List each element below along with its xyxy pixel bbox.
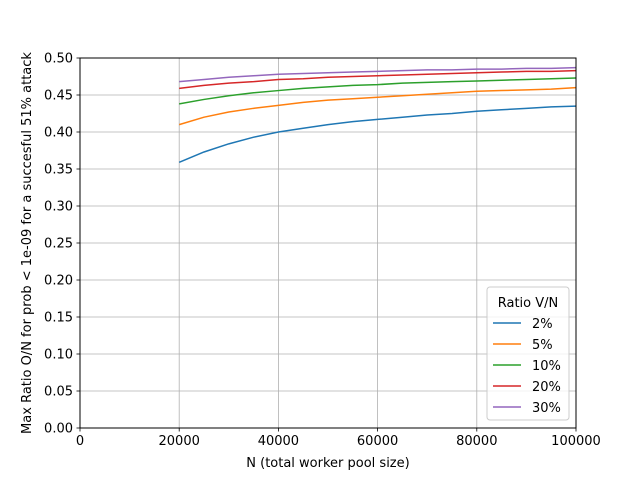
x-tick-label: 100000 [551, 434, 601, 449]
y-axis-ticks: 0.00 0.05 0.10 0.15 0.20 0.25 0.30 0.35 0.40 0.45… [44, 52, 80, 437]
y-tick-label: 0.20 [44, 274, 73, 289]
legend-title: Ratio V/N [498, 296, 559, 311]
legend-label: 30% [532, 401, 561, 416]
y-axis-title: Max Ratio O/N for prob < 1e-09 for a suc… [20, 52, 35, 434]
y-tick-label: 0.25 [44, 237, 73, 252]
legend-label: 20% [532, 380, 561, 395]
x-axis-ticks: 0 20000 40000 60000 80000 100000 [76, 428, 601, 449]
y-tick-label: 0.50 [44, 52, 73, 67]
series-line-2pct [178, 105, 577, 164]
y-tick-label: 0.10 [44, 348, 73, 363]
series-line-10pct [179, 77, 577, 105]
x-tick-label: 0 [76, 434, 84, 449]
y-tick-label: 0.00 [44, 422, 73, 437]
y-tick-label: 0.30 [44, 200, 73, 215]
x-tick-label: 80000 [456, 434, 497, 449]
legend-label: 2% [532, 317, 553, 332]
y-tick-label: 0.35 [44, 163, 73, 178]
y-tick-label: 0.45 [44, 89, 73, 104]
y-tick-label: 0.05 [44, 385, 73, 400]
series-line-30pct [179, 66, 577, 83]
legend-label: 10% [532, 359, 561, 374]
series-line-20pct [179, 69, 577, 90]
legend-label: 5% [532, 338, 553, 353]
y-tick-label: 0.15 [44, 311, 73, 326]
series-lines [178, 66, 577, 164]
x-tick-label: 40000 [258, 434, 299, 449]
x-tick-label: 20000 [159, 434, 200, 449]
y-tick-label: 0.40 [44, 126, 73, 141]
legend: Ratio V/N 2% 5% 10% 20% 30% [486, 286, 570, 421]
series-line-5pct [178, 86, 577, 126]
x-axis-title: N (total worker pool size) [246, 456, 409, 471]
x-tick-label: 60000 [357, 434, 398, 449]
